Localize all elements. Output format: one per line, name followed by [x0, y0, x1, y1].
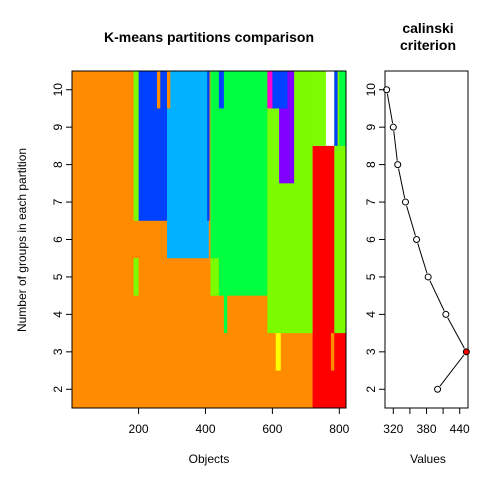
heatmap-x-tick-label: 600 [262, 422, 282, 436]
heatmap-y-tick-label: 6 [51, 236, 65, 243]
heatmap-segment-12 [272, 71, 288, 109]
heatmap-segment-19 [138, 71, 168, 221]
criterion-y-axis: 2 3 4 5 6 7 8 9 10 [364, 83, 385, 393]
heatmap-segment-6 [339, 71, 346, 146]
heatmap-y-tick-label: 9 [51, 124, 65, 131]
criterion-point [394, 161, 402, 169]
heatmap-y-tick-label: 10 [51, 83, 65, 97]
heatmap-x-axis: 200 400 600 800 [129, 408, 350, 436]
heatmap-segment-15 [210, 258, 219, 296]
heatmap-title: K-means partitions comparison [104, 29, 314, 45]
criterion-point [413, 236, 421, 243]
heatmap-segment-17 [167, 71, 209, 259]
criterion-point [434, 385, 442, 393]
heatmap-segment-9 [275, 333, 281, 371]
heatmap-chart: 200 400 600 800 2 3 4 5 6 7 8 9 10 K-means partitio… [15, 29, 350, 466]
criterion-line-segment [406, 205, 416, 236]
criterion-line-segment [447, 317, 465, 349]
heatmap-segment-22 [133, 258, 139, 296]
heatmap-segment-5 [334, 71, 346, 334]
criterion-y-tick-label: 8 [364, 161, 378, 168]
criterion-point [442, 310, 450, 318]
criterion-title: calinski criterion [400, 20, 456, 53]
heatmap-y-tick-label: 3 [51, 348, 65, 355]
criterion-y-tick-label: 4 [364, 311, 378, 318]
criterion-line-segment [398, 168, 406, 199]
heatmap-segment-20 [167, 71, 171, 109]
criterion-best-point [462, 348, 470, 356]
heatmap-segment-13 [210, 71, 268, 296]
heatmap-segment-14 [223, 71, 228, 334]
heatmap-y-tick-label: 4 [51, 311, 65, 318]
criterion-y-tick-label: 3 [364, 348, 378, 355]
criterion-x-label: Values [410, 452, 446, 466]
criterion-y-tick-label: 9 [364, 124, 378, 131]
heatmap-segment-23 [156, 71, 161, 109]
criterion-y-tick-label: 10 [364, 83, 378, 97]
heatmap-cells [72, 71, 346, 408]
criterion-y-tick-label: 7 [364, 198, 378, 205]
heatmap-x-tick-label: 800 [329, 422, 349, 436]
heatmap-segment-18 [207, 71, 210, 221]
criterion-line-segment [386, 93, 394, 124]
criterion-line-segment [393, 131, 398, 161]
heatmap-y-axis: 2 3 4 5 6 7 8 9 10 [51, 83, 72, 393]
criterion-y-tick-label: 5 [364, 273, 378, 280]
criterion-line-segment [439, 354, 465, 387]
heatmap-segment-4 [330, 333, 335, 371]
heatmap-segment-3 [325, 333, 335, 408]
criterion-y-tick-label: 2 [364, 386, 378, 393]
criterion-x-axis: 320 380 440 [383, 408, 470, 436]
criterion-chart: 320 380 440 2 3 4 5 6 7 8 9 10 calinski criterion V… [364, 20, 470, 466]
criterion-line-segment [429, 280, 445, 311]
heatmap-y-tick-label: 2 [51, 386, 65, 393]
heatmap-segment-7 [334, 71, 338, 146]
heatmap-y-tick-label: 5 [51, 273, 65, 280]
heatmap-y-tick-label: 7 [51, 198, 65, 205]
heatmap-segment-2 [312, 71, 326, 146]
criterion-x-tick-label: 440 [450, 422, 470, 436]
criterion-point [424, 273, 432, 281]
criterion-x-tick-label: 320 [383, 422, 403, 436]
criterion-point [401, 198, 409, 206]
criterion-y-tick-label: 6 [364, 236, 378, 243]
heatmap-y-label: Number of groups in each partition [15, 148, 29, 332]
heatmap-x-tick-label: 400 [195, 422, 215, 436]
heatmap-x-tick-label: 200 [129, 422, 149, 436]
heatmap-x-label: Objects [189, 452, 230, 466]
criterion-point [389, 123, 397, 131]
criterion-series-line [386, 93, 465, 387]
criterion-x-tick-label: 380 [416, 422, 436, 436]
criterion-frame [384, 70, 469, 409]
heatmap-segment-21 [133, 71, 139, 221]
heatmap-segment-16 [218, 71, 224, 109]
criterion-points [383, 86, 470, 393]
heatmap-y-tick-label: 8 [51, 161, 65, 168]
criterion-line-segment [417, 243, 428, 274]
